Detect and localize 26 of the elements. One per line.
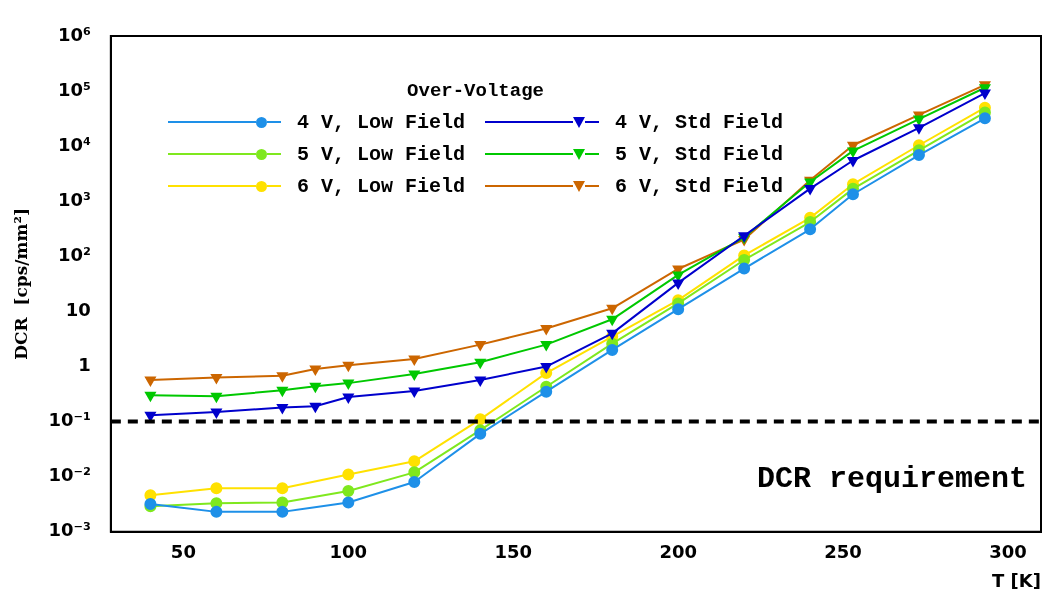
x-tick-label: 300: [989, 541, 1027, 563]
y-tick-label: 10²: [57, 244, 91, 266]
y-tick-label: 10⁻³: [48, 519, 91, 541]
legend-label: 6 V, Std Field: [615, 174, 784, 198]
y-tick-label: 10³: [57, 188, 91, 210]
x-tick-label: 200: [659, 541, 697, 563]
y-tick-label: 10⁴: [57, 133, 91, 155]
legend-label: 5 V, Low Field: [297, 142, 466, 166]
y-axis-title: DCR [cps/mm²]: [10, 208, 31, 360]
y-tick-label: 10⁻¹: [48, 409, 91, 431]
y-tick-label: 10⁻²: [48, 464, 91, 486]
y-tick-label: 10⁵: [57, 78, 91, 100]
legend-label: 6 V, Low Field: [297, 174, 466, 198]
x-tick-label: 150: [494, 541, 533, 563]
y-tick-label: 10⁶: [57, 23, 91, 45]
x-axis-title: T [K]: [992, 569, 1041, 591]
x-tick-label: 50: [170, 541, 196, 563]
x-tick-label: 250: [824, 541, 862, 563]
ref-line-label: DCR requirement: [756, 462, 1027, 497]
legend-label: 4 V, Low Field: [297, 110, 466, 134]
x-tick-label: 100: [329, 541, 368, 563]
legend-label: 5 V, Std Field: [615, 142, 784, 166]
legend-label: 4 V, Std Field: [615, 110, 784, 134]
y-tick-label: 1: [78, 354, 91, 376]
y-tick-label: 10: [65, 299, 91, 321]
legend-title: Over-Voltage: [406, 80, 545, 102]
